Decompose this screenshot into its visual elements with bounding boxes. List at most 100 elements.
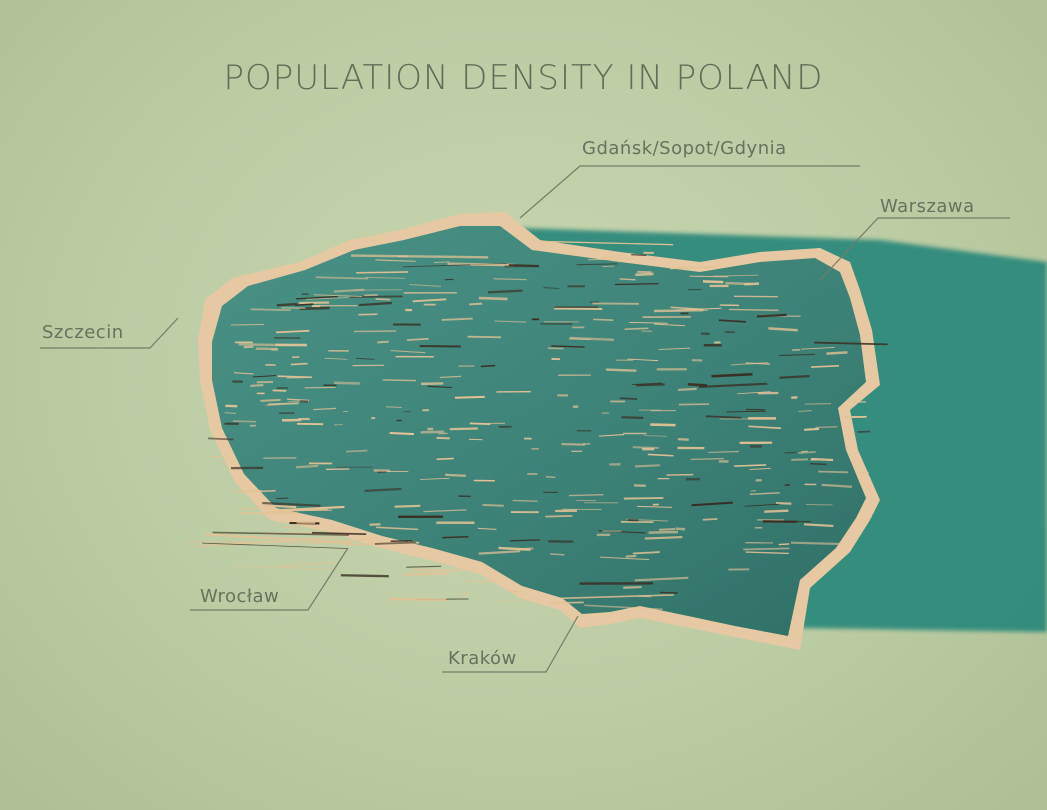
density-spike [632,551,660,555]
density-spike [238,343,275,347]
density-spike [375,541,416,545]
density-spike [621,416,644,420]
density-spike [689,275,729,278]
density-spike [764,509,789,513]
city-label-gdansk: Gdańsk/Sopot/Gdynia [582,138,787,159]
density-spike [495,598,540,602]
density-spike [602,265,615,268]
density-spike [749,467,771,471]
density-spike [748,425,782,430]
density-spike [250,308,291,311]
density-spike [442,535,469,539]
density-spike [543,287,560,289]
density-spike [619,278,636,281]
density-spike [290,362,308,366]
density-spike [324,357,348,360]
density-spike [778,543,790,546]
density-spike [768,327,798,332]
density-spike [627,358,659,362]
density-spike [346,449,368,453]
density-spike [295,295,338,300]
density-spike [389,432,414,436]
density-spike [790,541,842,546]
density-spike [635,464,660,468]
density-spike [547,347,564,350]
density-spike [286,376,307,379]
density-spike [477,527,497,531]
density-spike [632,446,659,449]
density-spike [212,531,349,536]
density-spike [647,453,674,457]
density-spike [605,368,637,372]
density-spike [593,318,614,321]
density-spike [467,335,502,339]
density-spike [619,397,638,400]
density-spike [614,283,659,286]
density-spike [436,457,454,461]
density-spike [494,320,526,323]
density-spike [584,604,663,611]
density-spike [775,501,792,505]
density-spike [224,412,236,414]
city-label-wroclaw: Wrocław [200,586,280,607]
density-spike [708,451,739,453]
density-spike [623,496,664,500]
density-spike [272,389,287,392]
density-spike [711,373,753,378]
density-spike [276,329,310,334]
density-spike [487,289,523,294]
density-spike [313,294,363,297]
density-spike [509,539,540,542]
density-spike [728,308,779,312]
city-label-szczecin: Szczecin [42,322,124,343]
density-spike [469,422,491,425]
density-spike [818,470,849,474]
density-spike [469,302,483,306]
density-spike [654,323,685,327]
density-spike [264,504,297,509]
density-spike [356,357,375,360]
density-spike [382,379,416,382]
density-spike [634,576,689,582]
density-spike [731,362,769,366]
density-spike [659,591,678,594]
density-spike [237,489,276,494]
density-spike [272,508,328,511]
density-spike [675,527,686,531]
density-spike [745,551,789,555]
density-spike [821,483,852,488]
density-spike [826,351,848,355]
density-spike [659,528,675,531]
density-spike [623,585,642,589]
density-spike [304,386,336,389]
density-spike [713,274,759,277]
density-spike [364,487,402,492]
density-spike [569,336,614,341]
density-spike [554,307,603,311]
density-spike [568,494,604,497]
density-spike [358,301,392,307]
density-spike [690,457,724,461]
density-spike [233,372,254,375]
city-label-warszawa: Warszawa [880,196,975,217]
density-spike [340,574,389,578]
density-spike [377,340,389,344]
density-spike [449,427,478,431]
density-spike [702,518,718,521]
density-spike [208,437,234,441]
density-spike [800,346,835,350]
density-spike [186,540,347,544]
density-spike [508,264,539,267]
density-spike [625,554,637,558]
szczecin-leader-line [40,317,179,349]
density-spike [480,364,496,368]
density-spike [204,533,352,544]
density-spike [493,278,527,281]
density-spikes [186,240,888,611]
density-spike [439,375,462,379]
density-spike [756,313,787,318]
density-spike [804,523,834,528]
density-spike [734,464,767,467]
density-spike [810,365,840,368]
